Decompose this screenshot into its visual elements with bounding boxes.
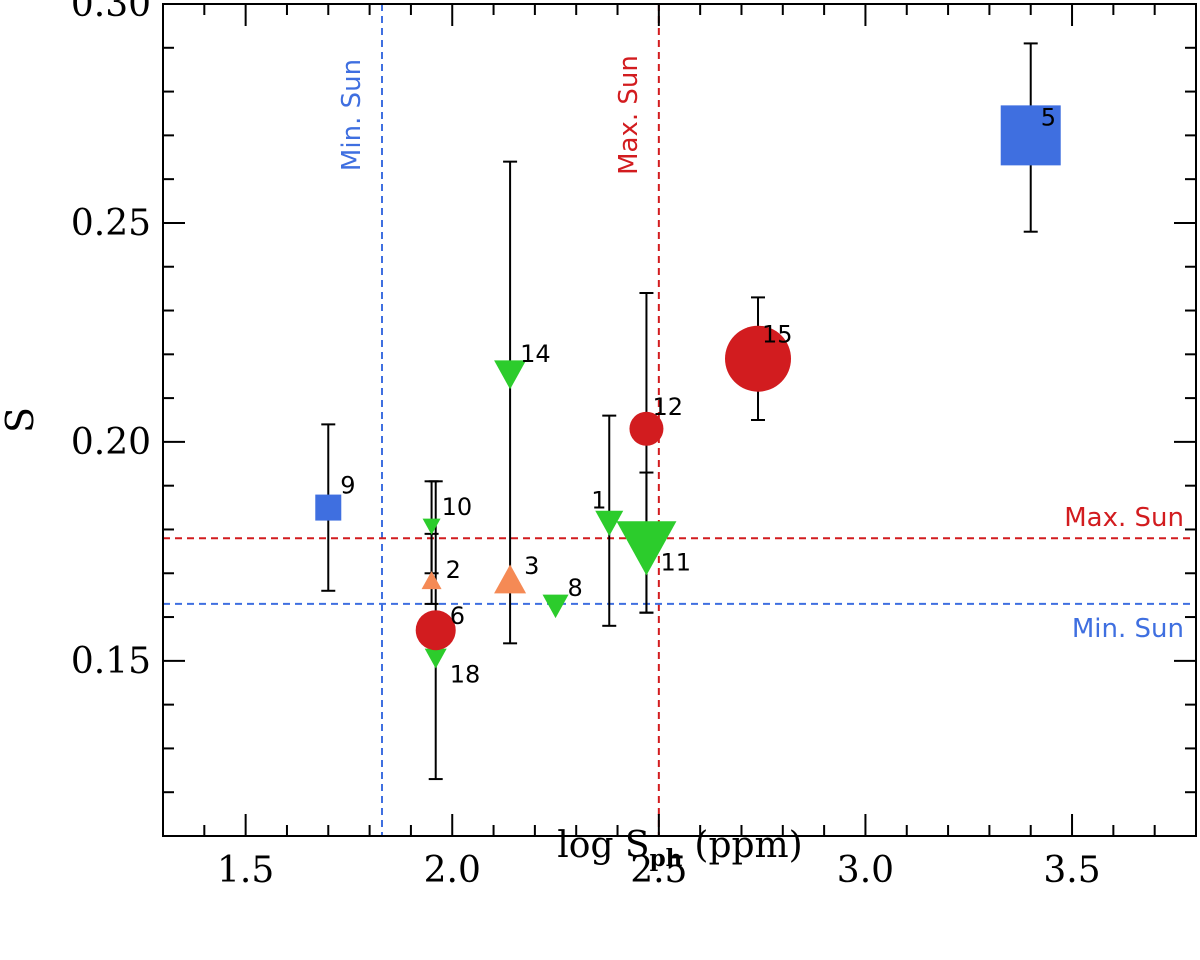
marker-8 (542, 594, 569, 619)
point-label-3: 3 (524, 552, 539, 580)
marker-3 (494, 564, 527, 594)
axes: 1.5 2.0 2.5 3.0 3.5 0.15 0.20 0.25 0.30 (71, 0, 1197, 891)
marker-1 (595, 510, 624, 537)
marker-11 (616, 521, 677, 576)
reference-lines (163, 4, 1196, 836)
y-tick-label: 0.15 (71, 641, 151, 682)
point-label-5: 5 (1041, 103, 1056, 131)
y-axis-label: S (0, 407, 42, 433)
point-label-18: 18 (450, 660, 481, 688)
horizontal-reference-label: Min. Sun (1072, 614, 1184, 644)
marker-5 (1000, 105, 1061, 166)
point-label-15: 15 (762, 321, 793, 349)
y-tick-label: 0.25 (71, 203, 151, 244)
x-axis-label-unit: (ppm) (694, 825, 802, 866)
marker-10 (422, 518, 441, 535)
x-tick-label: 3.5 (1043, 850, 1100, 891)
marker-15 (725, 325, 792, 392)
point-label-12: 12 (652, 393, 683, 421)
marker-14 (494, 360, 527, 390)
axis-ticks (162, 3, 1197, 837)
point-label-10: 10 (442, 493, 473, 521)
axis-tick-labels: 1.5 2.0 2.5 3.0 3.5 0.15 0.20 0.25 0.30 (71, 0, 1101, 891)
marker-18 (424, 648, 447, 669)
x-tick-label: 1.5 (217, 850, 274, 891)
x-tick-label: 2.0 (424, 850, 481, 891)
point-label-1: 1 (591, 487, 606, 515)
marker-12 (629, 411, 664, 446)
x-tick-label: 2.5 (630, 850, 687, 891)
point-label-11: 11 (660, 549, 691, 577)
point-label-9: 9 (340, 472, 355, 500)
point-label-6: 6 (450, 602, 465, 630)
data-markers (315, 105, 1061, 669)
point-label-2: 2 (446, 556, 461, 584)
vertical-reference-label: Min. Sun (337, 59, 367, 171)
x-axis-label-main: log S (557, 825, 649, 866)
x-axis-label: log Sph (ppm) (557, 825, 802, 872)
point-label-8: 8 (568, 574, 583, 602)
point-label-14: 14 (520, 340, 551, 368)
marker-2 (421, 571, 442, 590)
marker-9 (315, 494, 342, 521)
y-tick-label: 0.20 (71, 422, 151, 463)
horizontal-reference-label: Max. Sun (1064, 503, 1184, 533)
y-tick-label: 0.30 (71, 0, 151, 25)
marker-6 (415, 610, 456, 651)
x-axis-label-subscript: ph (650, 845, 683, 872)
plot-frame (162, 3, 1197, 837)
vertical-reference-label: Max. Sun (614, 55, 644, 175)
reference-labels: Min. Sun Max. Sun Max. Sun Min. Sun (337, 55, 1184, 644)
x-tick-label: 3.0 (837, 850, 894, 891)
